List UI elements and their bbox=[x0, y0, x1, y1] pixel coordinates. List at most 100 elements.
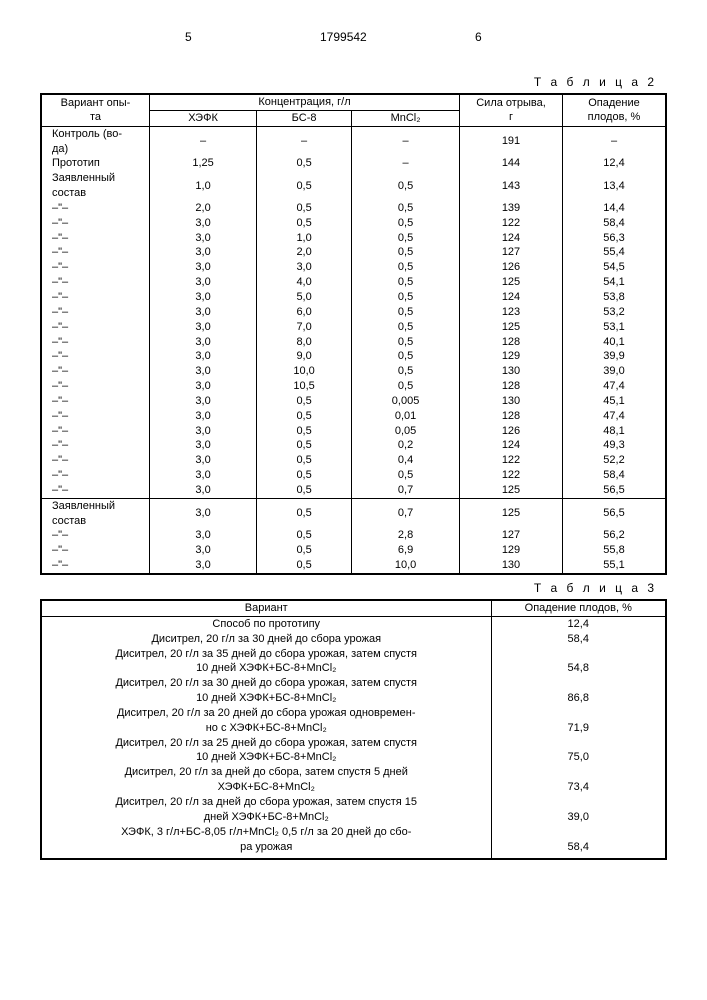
table-row: –"–3,04,00,512554,1 bbox=[41, 275, 666, 290]
table-cell: 10 дней ХЭФК+БС-8+MnCl₂ bbox=[41, 691, 491, 706]
table-cell: 3,0 bbox=[150, 424, 257, 439]
table-cell: Диситрел, 20 г/л за 30 дней до сбора уро… bbox=[41, 632, 491, 647]
table-cell: – bbox=[352, 126, 460, 156]
table-row: –"–3,00,52,812756,2 bbox=[41, 528, 666, 543]
table-cell: 47,4 bbox=[563, 379, 667, 394]
table-cell: Прототип bbox=[41, 156, 150, 171]
table-cell: – bbox=[563, 126, 667, 156]
table-cell: 127 bbox=[460, 245, 563, 260]
table-cell: 3,0 bbox=[150, 379, 257, 394]
table-cell: 39,0 bbox=[563, 364, 667, 379]
table-cell: 3,0 bbox=[150, 320, 257, 335]
table-cell: 0,5 bbox=[352, 468, 460, 483]
table-cell bbox=[491, 736, 666, 751]
table-cell: –"– bbox=[41, 290, 150, 305]
table-cell: 122 bbox=[460, 216, 563, 231]
table-cell: 3,0 bbox=[150, 543, 257, 558]
th-c2: БС-8 bbox=[257, 110, 352, 126]
table-cell: –"– bbox=[41, 409, 150, 424]
table-cell: 3,0 bbox=[150, 438, 257, 453]
table-row: –"–3,00,50,0112847,4 bbox=[41, 409, 666, 424]
th-concentration: Концентрация, г/л bbox=[150, 94, 460, 110]
table-cell: 73,4 bbox=[491, 780, 666, 795]
table-row: 10 дней ХЭФК+БС-8+MnCl₂86,8 bbox=[41, 691, 666, 706]
table-row: дней ХЭФК+БС-8+MnCl₂39,0 bbox=[41, 810, 666, 825]
table-cell bbox=[491, 795, 666, 810]
table-cell: 75,0 bbox=[491, 750, 666, 765]
table-cell: 40,1 bbox=[563, 335, 667, 350]
table-cell: 56,5 bbox=[563, 498, 667, 528]
th-c3: MnCl₂ bbox=[352, 110, 460, 126]
table-cell: – bbox=[352, 156, 460, 171]
table-cell: –"– bbox=[41, 424, 150, 439]
table-cell: –"– bbox=[41, 245, 150, 260]
table-row: Контроль (во-да)–––191– bbox=[41, 126, 666, 156]
table-cell: –"– bbox=[41, 216, 150, 231]
table-cell: 0,2 bbox=[352, 438, 460, 453]
table-cell: 3,0 bbox=[150, 290, 257, 305]
table-cell: 3,0 bbox=[150, 394, 257, 409]
table-cell: 55,1 bbox=[563, 558, 667, 574]
table-cell: 0,5 bbox=[257, 528, 352, 543]
table-cell: 39,0 bbox=[491, 810, 666, 825]
table-cell: 0,4 bbox=[352, 453, 460, 468]
table-row: –"–3,01,00,512456,3 bbox=[41, 231, 666, 246]
table2-label: Т а б л и ц а 2 bbox=[40, 75, 657, 89]
table-cell: – bbox=[150, 126, 257, 156]
table-cell: 5,0 bbox=[257, 290, 352, 305]
table2-head: Вариант опы-та Концентрация, г/л Сила от… bbox=[41, 94, 666, 126]
table-cell: 49,3 bbox=[563, 438, 667, 453]
table-cell: 3,0 bbox=[150, 231, 257, 246]
table-row: Диситрел, 20 г/л за 20 дней до сбора уро… bbox=[41, 706, 666, 721]
table-row: –"–3,00,50,712556,5 bbox=[41, 483, 666, 498]
table-cell: –"– bbox=[41, 320, 150, 335]
table-row: 10 дней ХЭФК+БС-8+MnCl₂54,8 bbox=[41, 661, 666, 676]
table-cell: 122 bbox=[460, 468, 563, 483]
table3-head: Вариант Опадение плодов, % bbox=[41, 600, 666, 616]
table-cell: Диситрел, 20 г/л за 25 дней до сбора уро… bbox=[41, 736, 491, 751]
table-cell: 0,5 bbox=[257, 171, 352, 201]
table-cell: 14,4 bbox=[563, 201, 667, 216]
page-header: 5 1799542 6 bbox=[40, 30, 667, 50]
table-cell: 2,8 bbox=[352, 528, 460, 543]
table-cell: 45,1 bbox=[563, 394, 667, 409]
table-cell bbox=[491, 854, 666, 859]
table-cell: 1,0 bbox=[257, 231, 352, 246]
table-cell: 12,4 bbox=[563, 156, 667, 171]
table-cell: 71,9 bbox=[491, 721, 666, 736]
table-cell: 10,5 bbox=[257, 379, 352, 394]
table-cell: 122 bbox=[460, 453, 563, 468]
table-cell: 1,0 bbox=[150, 171, 257, 201]
table-cell: 0,5 bbox=[352, 349, 460, 364]
table-cell: 3,0 bbox=[150, 468, 257, 483]
table-cell: –"– bbox=[41, 305, 150, 320]
table-cell: Заявленныйсостав bbox=[41, 498, 150, 528]
table-cell: 53,1 bbox=[563, 320, 667, 335]
table-row: Диситрел, 20 г/л за 25 дней до сбора уро… bbox=[41, 736, 666, 751]
table-cell: –"– bbox=[41, 349, 150, 364]
table-cell: 0,5 bbox=[257, 438, 352, 453]
table-cell: 0,5 bbox=[352, 260, 460, 275]
table-cell: 0,5 bbox=[257, 216, 352, 231]
table-cell: 3,0 bbox=[150, 483, 257, 498]
table-cell: 3,0 bbox=[150, 453, 257, 468]
table-cell: 3,0 bbox=[150, 245, 257, 260]
table-cell: но с ХЭФК+БС-8+MnCl₂ bbox=[41, 721, 491, 736]
table-row: ХЭФК, 3 г/л+БС-8,05 г/л+MnCl₂ 0,5 г/л за… bbox=[41, 825, 666, 840]
table-cell: 2,0 bbox=[150, 201, 257, 216]
table-cell: 58,4 bbox=[563, 216, 667, 231]
table-cell: 0,5 bbox=[352, 364, 460, 379]
table-row: –"–3,02,00,512755,4 bbox=[41, 245, 666, 260]
table-cell: 3,0 bbox=[150, 528, 257, 543]
table-cell: 3,0 bbox=[150, 349, 257, 364]
table-row: –"–3,07,00,512553,1 bbox=[41, 320, 666, 335]
table-cell: –"– bbox=[41, 335, 150, 350]
table-cell: 3,0 bbox=[150, 275, 257, 290]
table-cell bbox=[491, 825, 666, 840]
table-cell: –"– bbox=[41, 379, 150, 394]
table-cell: 58,4 bbox=[491, 840, 666, 855]
table-cell: –"– bbox=[41, 483, 150, 498]
table-cell: 0,5 bbox=[352, 231, 460, 246]
table-cell: 3,0 bbox=[150, 558, 257, 574]
table-cell: 0,5 bbox=[257, 468, 352, 483]
